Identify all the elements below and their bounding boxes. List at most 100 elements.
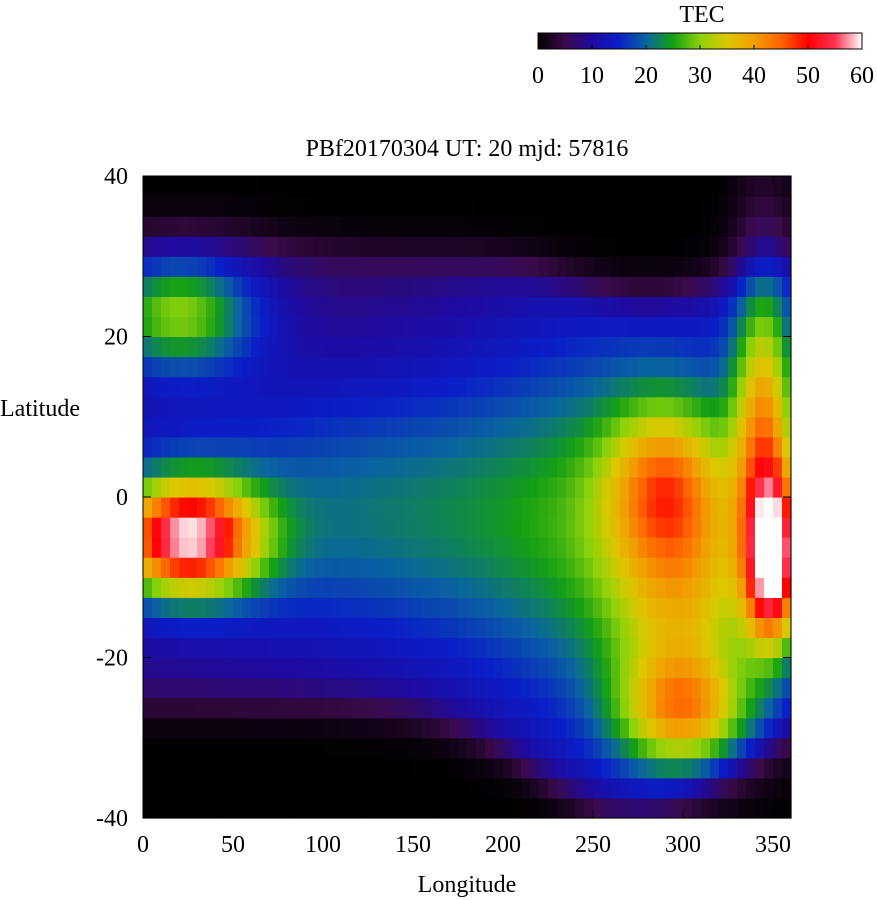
heatmap-cell	[377, 196, 387, 217]
heatmap-cell	[359, 216, 369, 237]
heatmap-cell	[737, 737, 747, 759]
heatmap-cell	[251, 677, 261, 699]
heatmap-cell	[773, 336, 783, 358]
heatmap-cell	[566, 777, 576, 799]
heatmap-cell	[665, 376, 675, 398]
heatmap-cell	[656, 737, 666, 759]
heatmap-cell	[413, 376, 423, 398]
heatmap-cell	[215, 236, 225, 257]
heatmap-cell	[197, 256, 207, 277]
heatmap-cell	[206, 777, 216, 799]
heatmap-cell	[701, 376, 711, 398]
heatmap-cell	[215, 416, 225, 438]
heatmap-cell	[359, 617, 369, 639]
heatmap-cell	[557, 617, 567, 639]
heatmap-cell	[350, 456, 360, 478]
heatmap-cell	[395, 677, 405, 699]
heatmap-cell	[692, 256, 702, 277]
heatmap-cell	[197, 276, 207, 297]
heatmap-cell	[620, 256, 630, 277]
heatmap-cell	[782, 597, 792, 618]
heatmap-cell	[566, 436, 576, 458]
heatmap-cell	[404, 657, 414, 679]
heatmap-cell	[206, 376, 216, 398]
heatmap-cell	[143, 236, 153, 257]
heatmap-cell	[206, 456, 216, 478]
heatmap-cell	[755, 196, 765, 217]
heatmap-cell	[197, 517, 207, 538]
heatmap-cell	[638, 436, 648, 458]
heatmap-cell	[224, 577, 234, 598]
heatmap-cell	[611, 717, 621, 739]
heatmap-cell	[341, 577, 351, 598]
heatmap-cell	[449, 697, 459, 719]
heatmap-cell	[179, 176, 189, 197]
heatmap-cell	[152, 577, 162, 598]
heatmap-cell	[287, 677, 297, 699]
heatmap-cell	[710, 356, 720, 378]
heatmap-cell	[692, 637, 702, 659]
heatmap-cell	[143, 577, 153, 598]
heatmap-cell	[647, 617, 657, 639]
heatmap-cell	[305, 396, 315, 418]
heatmap-cell	[782, 196, 792, 217]
heatmap-cell	[566, 476, 576, 498]
heatmap-cell	[197, 757, 207, 779]
heatmap-cell	[719, 396, 729, 418]
heatmap-cell	[512, 717, 522, 739]
heatmap-cell	[224, 476, 234, 498]
heatmap-cell	[557, 196, 567, 217]
heatmap-cell	[737, 677, 747, 699]
heatmap-cell	[710, 336, 720, 358]
heatmap-cell	[638, 717, 648, 739]
heatmap-cell	[170, 517, 180, 538]
heatmap-cell	[674, 396, 684, 418]
heatmap-cell	[602, 456, 612, 478]
heatmap-cell	[188, 176, 198, 197]
heatmap-cell	[629, 216, 639, 237]
heatmap-cell	[278, 677, 288, 699]
heatmap-cell	[242, 757, 252, 779]
heatmap-cell	[242, 336, 252, 358]
heatmap-cell	[683, 236, 693, 257]
heatmap-cell	[584, 697, 594, 719]
heatmap-cell	[521, 497, 531, 518]
heatmap-cell	[566, 697, 576, 719]
heatmap-cell	[746, 436, 756, 458]
heatmap-cell	[206, 737, 216, 759]
heatmap-cell	[305, 336, 315, 358]
heatmap-cell	[359, 597, 369, 618]
heatmap-cell	[494, 557, 504, 578]
heatmap-cell	[737, 617, 747, 639]
heatmap-cell	[566, 176, 576, 197]
heatmap-cell	[233, 617, 243, 639]
heatmap-cell	[287, 176, 297, 197]
heatmap-cell	[161, 497, 171, 518]
heatmap-cell	[737, 777, 747, 799]
heatmap-cell	[521, 597, 531, 618]
heatmap-cell	[467, 476, 477, 498]
heatmap-cell	[710, 276, 720, 297]
heatmap-cell	[485, 216, 495, 237]
heatmap-cell	[431, 577, 441, 598]
heatmap-cell	[764, 497, 774, 518]
heatmap-cell	[683, 777, 693, 799]
heatmap-cell	[566, 497, 576, 518]
heatmap-cell	[656, 256, 666, 277]
heatmap-cell	[233, 517, 243, 538]
heatmap-cell	[206, 677, 216, 699]
chart-title: PBf20170304 UT: 20 mjd: 57816	[306, 136, 629, 162]
heatmap-cell	[152, 276, 162, 297]
heatmap-cell	[674, 176, 684, 197]
heatmap-cell	[755, 717, 765, 739]
heatmap-cell	[251, 557, 261, 578]
heatmap-cell	[692, 356, 702, 378]
heatmap-cell	[377, 396, 387, 418]
heatmap-cell	[161, 657, 171, 679]
heatmap-cell	[143, 677, 153, 699]
heatmap-cell	[611, 697, 621, 719]
heatmap-cell	[395, 697, 405, 719]
heatmap-cell	[557, 336, 567, 358]
heatmap-cell	[143, 497, 153, 518]
heatmap-cell	[215, 396, 225, 418]
